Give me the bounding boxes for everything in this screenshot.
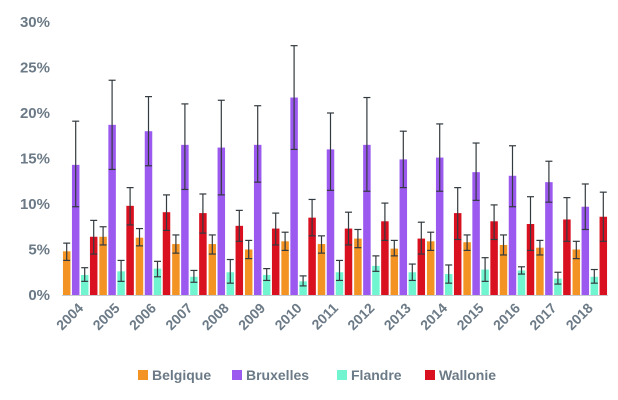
bar-belgique-2015 — [463, 242, 471, 295]
bar-flandre-2006 — [153, 268, 162, 295]
bar-belgique-2004 — [62, 251, 71, 295]
bar-bruxelles-2017 — [545, 182, 553, 295]
x-tick-label: 2005 — [89, 300, 122, 333]
y-tick-label: 0% — [28, 287, 50, 304]
bar-wallonie-2004 — [89, 236, 98, 295]
x-tick-label: 2011 — [308, 300, 341, 333]
bar-wallonie-2005 — [126, 205, 134, 295]
legend-label-bruxelles: Bruxelles — [246, 367, 309, 383]
bar-flandre-2015 — [481, 269, 489, 295]
bar-flandre-2013 — [408, 272, 417, 295]
x-tick-label: 2007 — [162, 300, 195, 333]
bar-flandre-2009 — [262, 274, 271, 295]
legend: Belgique Bruxelles Flandre Wallonie — [138, 367, 496, 383]
x-tick-label: 2014 — [417, 300, 450, 333]
bar-belgique-2014 — [426, 241, 435, 295]
bar-flandre-2004 — [80, 274, 89, 295]
bar-flandre-2014 — [444, 274, 453, 295]
bar-belgique-2016 — [499, 244, 508, 295]
legend-label-belgique: Belgique — [152, 367, 211, 383]
bar-belgique-2005 — [99, 236, 107, 295]
bar-flandre-2012 — [372, 265, 380, 295]
bar-belgique-2006 — [135, 237, 144, 295]
bar-belgique-2008 — [208, 244, 217, 295]
x-tick-label: 2013 — [381, 300, 414, 333]
bar-bruxelles-2012 — [363, 144, 371, 295]
bar-belgique-2017 — [536, 247, 544, 295]
bar-wallonie-2008 — [235, 225, 244, 295]
y-axis-ticks: 0% 5% 10% 15% 20% 25% 30% — [20, 14, 50, 304]
legend-swatch-bruxelles — [232, 370, 242, 380]
bar-flandre-2005 — [117, 271, 125, 295]
bar-wallonie-2016 — [526, 224, 535, 295]
bar-belgique-2018 — [572, 249, 581, 295]
bar-bruxelles-2009 — [253, 144, 262, 295]
bar-bruxelles-2006 — [144, 131, 153, 295]
x-tick-label: 2008 — [199, 300, 232, 333]
bars-layer — [62, 97, 608, 295]
bar-bruxelles-2007 — [181, 144, 189, 295]
bar-bruxelles-2010 — [290, 97, 298, 295]
y-tick-label: 15% — [20, 151, 50, 168]
x-tick-label: 2018 — [563, 300, 596, 333]
x-axis-ticks: 2004 2005 2006 2007 2008 2009 2010 2011 2012 2013… — [53, 300, 596, 333]
bar-flandre-2016 — [517, 270, 526, 295]
bar-bruxelles-2011 — [326, 149, 335, 295]
bar-wallonie-2006 — [162, 212, 171, 295]
y-tick-label: 30% — [20, 14, 50, 31]
bar-flandre-2017 — [554, 278, 562, 295]
bar-belgique-2011 — [317, 244, 326, 295]
bar-belgique-2012 — [354, 238, 362, 295]
y-tick-label: 20% — [20, 105, 50, 122]
bar-wallonie-2013 — [417, 238, 426, 295]
bar-wallonie-2012 — [381, 221, 389, 295]
y-tick-label: 10% — [20, 196, 50, 213]
bar-flandre-2010 — [299, 281, 307, 295]
bar-flandre-2011 — [335, 272, 344, 295]
bar-belgique-2007 — [172, 244, 180, 295]
legend-swatch-belgique — [138, 370, 148, 380]
y-tick-label: 25% — [20, 60, 50, 77]
legend-swatch-wallonie — [425, 370, 435, 380]
y-tick-label: 5% — [28, 242, 50, 259]
bar-belgique-2010 — [281, 241, 289, 295]
bar-bruxelles-2018 — [581, 206, 590, 295]
bar-belgique-2013 — [390, 248, 399, 295]
legend-label-wallonie: Wallonie — [439, 367, 496, 383]
bar-flandre-2018 — [590, 276, 599, 295]
x-tick-label: 2017 — [526, 300, 559, 333]
bar-flandre-2007 — [190, 276, 198, 295]
bar-wallonie-2011 — [344, 228, 353, 295]
bar-wallonie-2009 — [271, 228, 280, 295]
bar-wallonie-2015 — [490, 221, 498, 295]
legend-swatch-flandre — [337, 370, 347, 380]
bar-bruxelles-2014 — [435, 157, 444, 295]
bar-wallonie-2007 — [199, 213, 207, 295]
bar-bruxelles-2015 — [472, 172, 480, 295]
bar-bruxelles-2016 — [508, 175, 517, 295]
bar-belgique-2009 — [244, 249, 253, 295]
x-tick-label: 2009 — [235, 300, 268, 333]
error-bars-layer — [63, 45, 607, 287]
bar-wallonie-2014 — [453, 213, 462, 295]
bar-bruxelles-2004 — [71, 164, 80, 295]
x-tick-label: 2004 — [53, 300, 86, 333]
x-tick-label: 2010 — [271, 300, 304, 333]
bar-bruxelles-2008 — [217, 147, 226, 295]
bar-wallonie-2018 — [599, 216, 608, 295]
legend-label-flandre: Flandre — [351, 367, 402, 383]
x-tick-label: 2012 — [344, 300, 377, 333]
x-tick-label: 2016 — [490, 300, 523, 333]
x-tick-label: 2006 — [126, 300, 159, 333]
bar-bruxelles-2005 — [108, 124, 116, 295]
bar-bruxelles-2013 — [399, 159, 408, 295]
bar-wallonie-2010 — [308, 217, 316, 295]
bar-wallonie-2017 — [563, 219, 571, 295]
x-tick-label: 2015 — [453, 300, 486, 333]
